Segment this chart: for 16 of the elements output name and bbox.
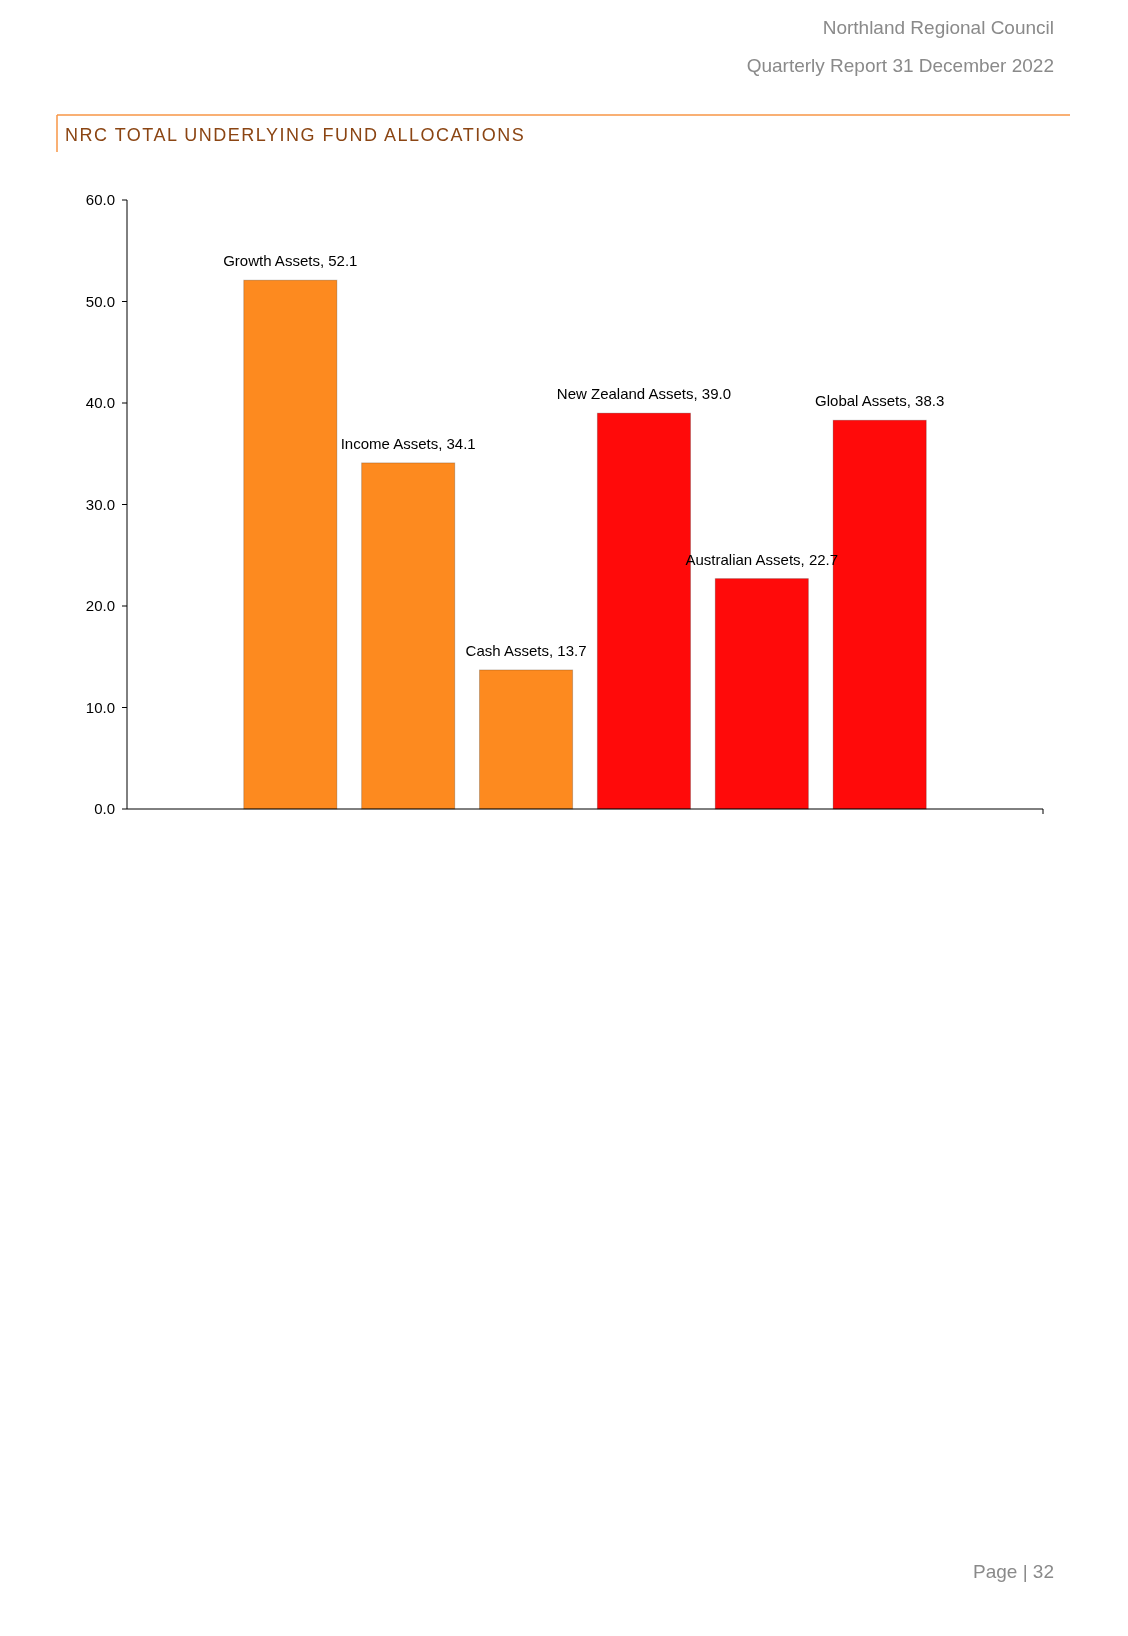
y-tick-label: 60.0 bbox=[85, 191, 115, 209]
data-label: Growth Assets, 52.1 bbox=[223, 252, 358, 270]
y-tick-label: 40.0 bbox=[85, 394, 115, 412]
y-tick-label: 30.0 bbox=[85, 495, 115, 513]
y-tick-label: 50.0 bbox=[85, 292, 115, 310]
text: Page | 32 bbox=[972, 1561, 1054, 1582]
y-tick-label: 10.0 bbox=[85, 698, 115, 716]
text: Quarterly Report 31 December 2022 bbox=[746, 55, 1054, 76]
chart-subtitle: Northland Regional Council bbox=[822, 17, 1054, 38]
data-label: Cash Assets, 13.7 bbox=[465, 641, 587, 659]
y-tick-label: 0.0 bbox=[94, 800, 115, 818]
data-label: Income Assets, 34.1 bbox=[340, 434, 476, 452]
data-label: Global Assets, 38.3 bbox=[815, 392, 945, 410]
data-label: New Zealand Assets, 39.0 bbox=[556, 385, 732, 403]
chart-title: NRC TOTAL UNDERLYING FUND ALLOCATIONS bbox=[65, 125, 526, 145]
y-tick-label: 20.0 bbox=[85, 597, 115, 615]
